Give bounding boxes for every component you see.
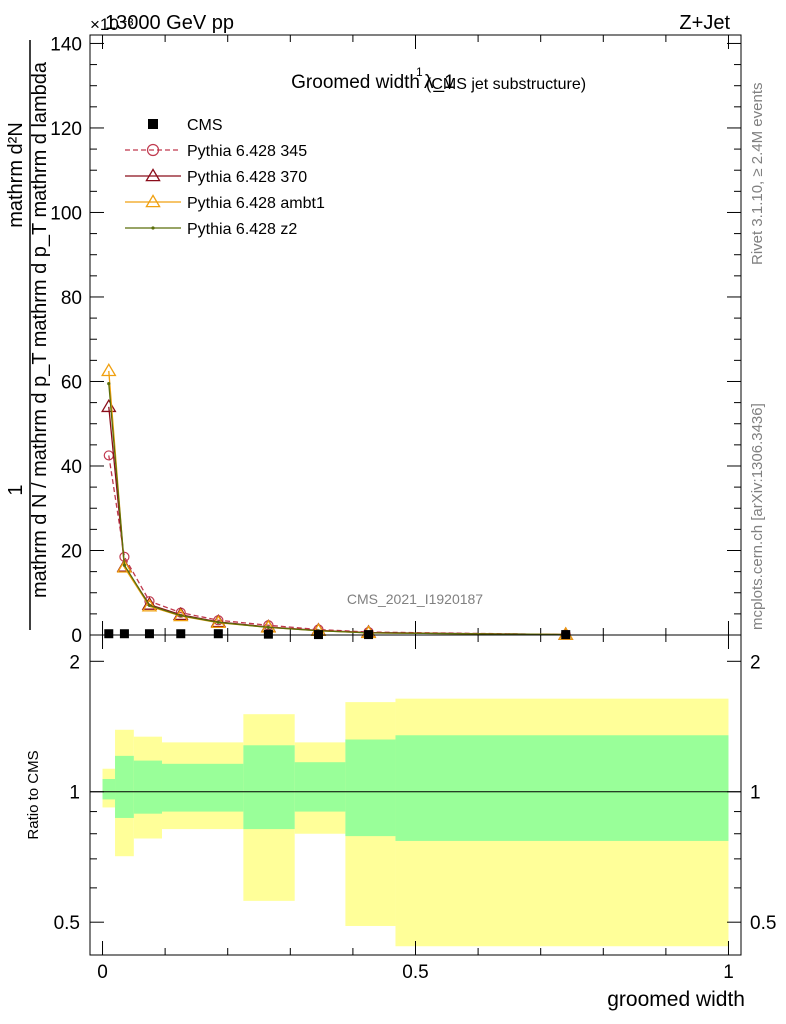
y-tick-label: 100 [50,203,82,224]
legend: CMS Pythia 6.428 345 Pythia 6.428 370 Pythi… [125,117,325,238]
y-tick-label: 60 [61,372,82,393]
ratio-stat-band [294,762,346,812]
y-tick-label: 40 [61,457,82,478]
series-line [108,455,566,636]
y-tick-label: 80 [61,288,82,309]
series-point [179,613,183,618]
mcplots-label: mcplots.cern.ch [arXiv:1306.3436] [749,403,766,630]
legend-marker [146,143,160,157]
x-tick-label: 0.5 [402,962,428,983]
legend-label: Pythia 6.428 345 [187,143,307,160]
ratio-y-tick-label-right: 2 [750,652,761,673]
ratio-x-ticks: 0 0.5 1 [97,635,734,983]
main-y-ticks: 0 20 40 60 80 100 120 140 [50,34,741,647]
process-label: Z+Jet [679,12,730,34]
ratio-y-tick-label: 1 [69,783,80,804]
ratio-y-tick-label-right: 1 [750,783,761,804]
series-line [108,370,566,636]
ratio-stat-band [395,735,729,841]
x-tick-label: 1 [723,962,734,983]
y-label-numerator: 1 [5,484,27,495]
y-tick-label: 120 [50,119,82,140]
y-tick-label: 0 [71,626,82,647]
chart-title: Groomed width [291,72,420,93]
series-point [107,381,111,386]
series-point [213,629,223,639]
series-point [122,563,127,567]
series-point [263,629,273,639]
legend-label: Pythia 6.428 z2 [187,221,297,238]
legend-marker [151,226,155,230]
legend-label: CMS [187,117,223,134]
chart-title-symbol: λ_1 [424,72,455,93]
legend-label: Pythia 6.428 ambt1 [187,195,325,212]
series-point [216,620,220,624]
series-point [101,363,117,377]
ratio-bands-layer [90,698,741,947]
main-series-layer [101,363,574,640]
x-axis-label: groomed width [607,988,745,1011]
series-point [144,629,154,639]
legend-marker [145,194,161,208]
legend-marker [148,119,158,129]
y-tick-label: 140 [50,34,82,55]
series-point [147,603,152,608]
ratio-y-tick-label: 0.5 [54,913,80,934]
exponent-label: ×10⁻³ [90,15,134,34]
series-point [141,598,158,612]
ratio-y-tick-label: 2 [69,652,80,673]
ratio-y-label: Ratio to CMS [25,750,42,839]
series-line [108,383,566,636]
y-tick-label: 20 [61,541,82,562]
ratio-y-tick-label-right: 0.5 [750,913,776,934]
x-tick-label: 0 [97,962,108,983]
series-point [116,559,133,573]
legend-label: Pythia 6.428 370 [187,169,307,186]
ratio-y-ticks: 0.5 0.5 1 1 2 2 [54,652,777,934]
chart-title-superscript: 1 [416,65,423,79]
series-point [176,629,186,639]
y-label-denominator: mathrm d N / mathrm d p_T mathrm d p_T m… [29,61,51,598]
ratio-stat-band [345,739,396,837]
series-point [266,625,270,629]
series-line [108,406,566,636]
rivet-label: Rivet 3.1.10, ≥ 2.4M events [749,83,766,266]
ratio-stat-band [133,760,162,814]
ratio-stat-band [161,763,244,812]
ratio-stat-band [102,779,116,800]
y-label-top: mathrm d²N [5,122,27,228]
energy-label: 13000 GeV pp [105,12,234,34]
ratio-stat-band [243,745,295,830]
main-x-ticks [102,35,729,635]
chart-subtitle: (CMS jet substructure) [426,76,586,93]
analysis-watermark: CMS_2021_I1920187 [347,591,483,607]
ratio-stat-band [115,755,134,818]
series-point [141,596,158,610]
series-point [119,629,129,639]
legend-marker [145,168,161,182]
series-point [104,629,114,639]
